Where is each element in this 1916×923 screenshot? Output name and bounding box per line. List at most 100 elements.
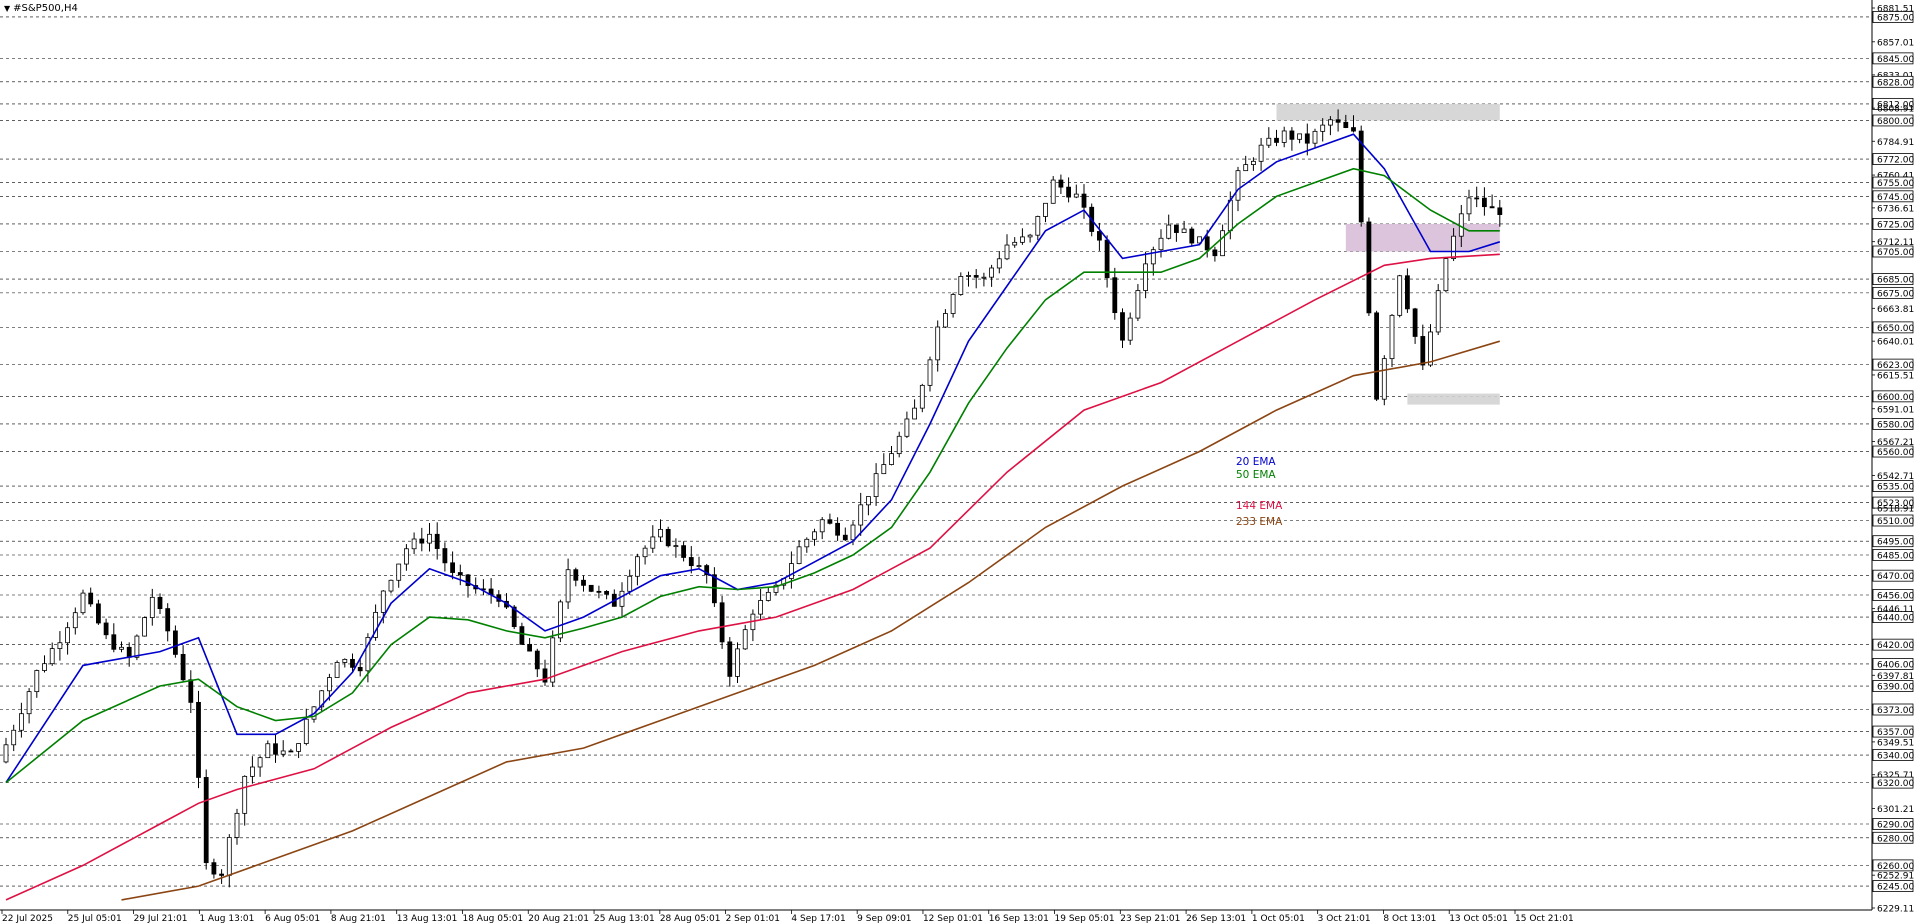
candle-body [1127, 317, 1133, 341]
candle-body [1335, 119, 1341, 123]
candle-body [866, 496, 871, 506]
candle-body [673, 545, 679, 548]
price-label: 6325.71 [1877, 771, 1914, 781]
time-label: 29 Jul 21:01 [134, 914, 188, 923]
candle-body [234, 812, 240, 838]
price-label: 6650.00 [1877, 324, 1914, 334]
candle-body [665, 528, 671, 547]
price-label: 6640.01 [1877, 338, 1914, 348]
time-label: 18 Aug 05:01 [462, 914, 523, 923]
price-label: 6615.51 [1877, 371, 1914, 381]
price-label: 6290.00 [1877, 821, 1914, 831]
time-label: 8 Oct 13:01 [1383, 914, 1436, 923]
price-label-box [1872, 831, 1914, 844]
candle-body [719, 602, 725, 643]
price-label: 6420.00 [1877, 641, 1914, 651]
candle-body [226, 837, 232, 876]
price-label-box [1872, 286, 1914, 299]
candle-body [912, 407, 917, 420]
candle-body [119, 646, 124, 650]
candle-body [380, 590, 386, 613]
candle-body [388, 579, 394, 592]
candle-body [935, 326, 941, 361]
candle-body [1150, 249, 1156, 265]
price-label: 6881.51 [1877, 5, 1914, 15]
candle-body [1274, 137, 1279, 143]
time-label: 25 Jul 05:01 [68, 914, 122, 923]
price-label: 6440.00 [1877, 614, 1914, 624]
candle-body [635, 556, 640, 577]
candle-body [650, 536, 656, 549]
candle-body [242, 775, 248, 814]
time-label: 2 Sep 01:01 [726, 914, 780, 923]
candle-body [427, 533, 432, 544]
candle-body [1474, 197, 1480, 200]
price-label: 6229.11 [1877, 905, 1914, 915]
price-label: 6260.00 [1877, 862, 1914, 872]
time-axis: 22 Jul 2025 25 Jul 05:01 29 Jul 21:01 1 Aug… [1, 910, 1574, 923]
chevron-down-icon[interactable]: ▼ [4, 4, 11, 13]
chart-title: ▼ #S&P500,H4 [4, 3, 78, 14]
price-label: 6580.00 [1877, 420, 1914, 430]
price-label-box [1872, 725, 1914, 738]
candle-body [789, 563, 794, 579]
price-label-box [1872, 549, 1914, 561]
candle-body [981, 276, 987, 279]
price-label: 6705.00 [1877, 248, 1914, 258]
candle-body [527, 643, 532, 652]
price-label-box [1872, 480, 1914, 492]
candle-body [1212, 249, 1218, 257]
candle-body [396, 563, 402, 581]
candle-body [72, 612, 78, 629]
price-label: 6712.11 [1877, 238, 1914, 248]
candle-body [919, 384, 925, 409]
candle-body [1405, 275, 1410, 310]
price-label: 6357.00 [1877, 728, 1914, 738]
candle-body [1004, 244, 1010, 260]
candle-body [1412, 308, 1418, 337]
candle-body [773, 584, 779, 593]
price-label: 6485.00 [1877, 551, 1914, 561]
time-label: 9 Sep 09:01 [857, 914, 911, 923]
price-label-box [1872, 638, 1914, 651]
candle-body [203, 777, 209, 864]
candle-body [1197, 236, 1202, 244]
candle-body [704, 565, 710, 576]
candle-body [65, 627, 70, 644]
price-label: 6755.00 [1877, 179, 1914, 189]
price-label-box [1872, 114, 1914, 127]
candle-body [1181, 228, 1187, 233]
price-label: 6857.01 [1877, 38, 1914, 48]
candle-body [827, 519, 833, 524]
price-label-box [1872, 749, 1914, 761]
ema-lines [5, 133, 1501, 901]
candle-body [1251, 160, 1256, 165]
price-label-box [1872, 245, 1914, 258]
price-label-box [1872, 658, 1914, 670]
legend-entry: 144 EMA [1236, 500, 1283, 512]
candle-body [450, 562, 456, 573]
price-label-box [1872, 176, 1914, 189]
candle-body [411, 538, 417, 550]
candle-body [943, 313, 948, 328]
candle-body [34, 670, 40, 693]
price-label: 6340.00 [1877, 752, 1914, 762]
time-label: 6 Aug 05:01 [265, 914, 320, 923]
candle-body [1443, 258, 1449, 292]
price-label: 6542.71 [1877, 472, 1914, 482]
price-label: 6812.00 [1877, 100, 1914, 110]
candle-body [1289, 130, 1295, 140]
candle-body [758, 600, 763, 615]
candle-body [950, 294, 956, 314]
candle-body [858, 504, 864, 526]
price-label: 6320.00 [1877, 779, 1914, 789]
candle-body [1035, 216, 1041, 236]
candle-body [357, 666, 363, 672]
candle-body [1243, 164, 1249, 172]
candle-body [1189, 228, 1195, 244]
time-label: 28 Aug 05:01 [660, 914, 721, 923]
candle-body [511, 606, 517, 628]
price-label: 6745.00 [1877, 193, 1914, 203]
